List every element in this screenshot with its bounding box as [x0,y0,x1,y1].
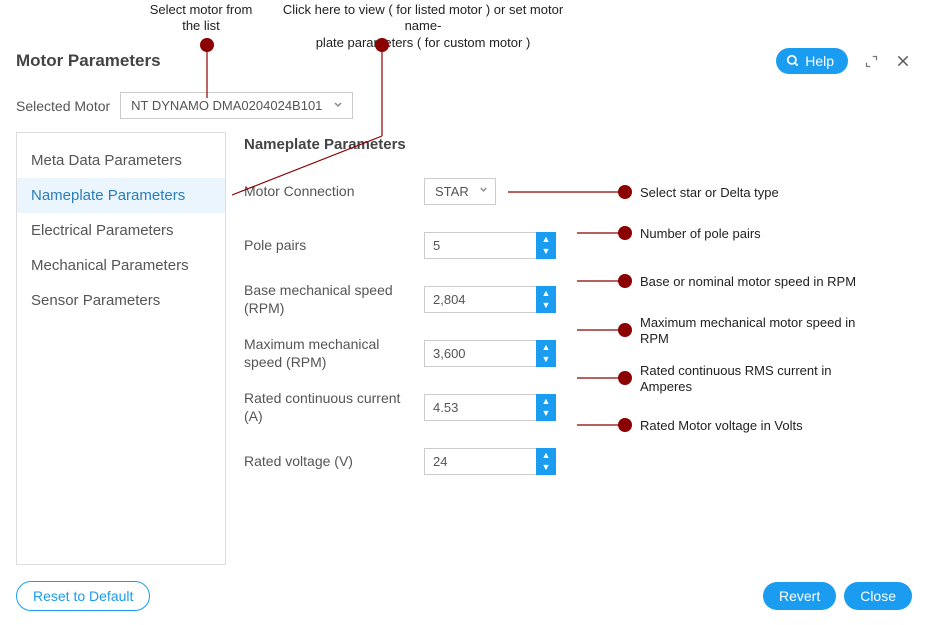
sidebar-item-mechanical[interactable]: Mechanical Parameters [17,248,225,283]
chevron-down-icon: ▼ [537,353,555,366]
rated-voltage-stepper[interactable]: ▲ ▼ [536,448,556,475]
sidebar: Meta Data Parameters Nameplate Parameter… [16,132,226,565]
chevron-down-icon: ▼ [537,407,555,420]
annotation-select-motor: Select motor fromthe list [126,2,276,35]
revert-button[interactable]: Revert [763,582,836,610]
max-speed-input[interactable] [424,340,536,367]
callout-rated-current: Rated continuous RMS current inAmperes [640,363,890,396]
chevron-down-icon [478,184,489,198]
base-speed-label: Base mechanical speed (RPM) [244,281,424,317]
callout-motor-connection: Select star or Delta type [640,185,779,201]
sidebar-item-meta-data[interactable]: Meta Data Parameters [17,143,225,178]
rated-current-input[interactable] [424,394,536,421]
close-button[interactable]: Close [844,582,912,610]
pole-pairs-label: Pole pairs [244,236,424,254]
chevron-up-icon: ▲ [537,395,555,408]
motor-connection-select[interactable]: STAR [424,178,496,205]
form-title: Nameplate Parameters [244,136,912,153]
search-icon [786,54,800,68]
annotation-nameplate-info: Click here to view ( for listed motor ) … [268,2,578,51]
selected-motor-dropdown[interactable]: NT DYNAMO DMA0204024B101 [120,92,353,119]
annotation-dot [618,274,632,288]
sidebar-item-nameplate[interactable]: Nameplate Parameters [17,178,225,213]
annotation-dot [618,323,632,337]
title-bar: Motor Parameters Help [16,48,912,74]
sidebar-item-sensor[interactable]: Sensor Parameters [17,283,225,318]
base-speed-stepper[interactable]: ▲ ▼ [536,286,556,313]
selected-motor-label: Selected Motor [16,98,110,114]
motor-connection-value: STAR [435,184,469,199]
chevron-up-icon: ▲ [537,287,555,300]
close-icon[interactable] [894,52,912,70]
annotation-dot [618,226,632,240]
chevron-down-icon: ▼ [537,299,555,312]
pole-pairs-stepper[interactable]: ▲ ▼ [536,232,556,259]
max-speed-label: Maximum mechanical speed (RPM) [244,335,424,371]
chevron-up-icon: ▲ [537,233,555,246]
help-button[interactable]: Help [776,48,848,74]
reset-to-default-button[interactable]: Reset to Default [16,581,150,611]
rated-current-stepper[interactable]: ▲ ▼ [536,394,556,421]
sidebar-item-electrical[interactable]: Electrical Parameters [17,213,225,248]
rated-current-label: Rated continuous current (A) [244,389,424,425]
annotation-dot [618,185,632,199]
max-speed-stepper[interactable]: ▲ ▼ [536,340,556,367]
chevron-down-icon: ▼ [537,245,555,258]
annotation-dot [618,418,632,432]
rated-voltage-input[interactable] [424,448,536,475]
callout-pole-pairs: Number of pole pairs [640,226,761,242]
page-title: Motor Parameters [16,51,161,71]
pole-pairs-input[interactable] [424,232,536,259]
help-label: Help [805,53,834,69]
base-speed-input[interactable] [424,286,536,313]
callout-rated-voltage: Rated Motor voltage in Volts [640,418,803,434]
chevron-up-icon: ▲ [537,341,555,354]
chevron-down-icon: ▼ [537,461,555,474]
selected-motor-value: NT DYNAMO DMA0204024B101 [131,98,322,113]
annotation-dot [200,38,214,52]
annotation-dot [618,371,632,385]
annotation-dot [375,38,389,52]
rated-voltage-label: Rated voltage (V) [244,452,424,470]
callout-max-speed: Maximum mechanical motor speed inRPM [640,315,890,348]
callout-base-speed: Base or nominal motor speed in RPM [640,274,856,290]
expand-icon[interactable] [862,52,880,70]
chevron-down-icon [332,98,344,113]
chevron-up-icon: ▲ [537,449,555,462]
motor-connection-label: Motor Connection [244,182,424,200]
form-panel: Nameplate Parameters Motor Connection ST… [244,132,912,565]
